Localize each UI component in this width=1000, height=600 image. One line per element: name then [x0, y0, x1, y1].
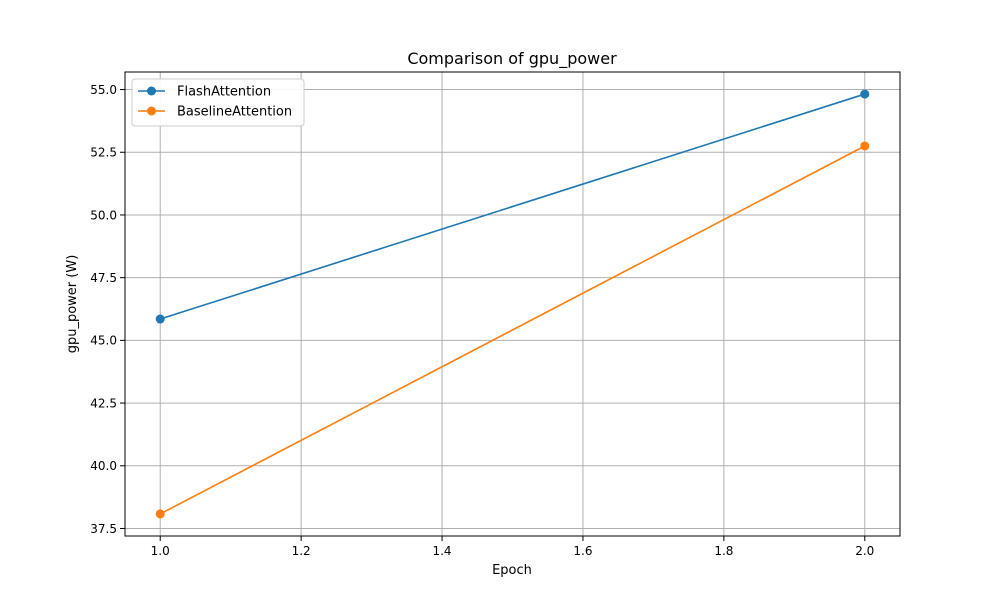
- x-tick-label: 1.0: [151, 544, 170, 558]
- y-tick-label: 47.5: [90, 271, 117, 285]
- data-point-baselineattention: [155, 509, 165, 519]
- x-tick-label: 1.4: [432, 544, 451, 558]
- y-tick-label: 37.5: [90, 522, 117, 536]
- x-tick-label: 1.8: [714, 544, 733, 558]
- data-point-flashattention: [860, 89, 870, 99]
- x-tick-label: 2.0: [855, 544, 874, 558]
- y-tick-label: 42.5: [90, 396, 117, 410]
- y-tick-label: 55.0: [90, 83, 117, 97]
- legend-marker-baselineattention: [147, 106, 156, 116]
- y-tick-label: 40.0: [90, 459, 117, 473]
- legend-box: [131, 78, 305, 127]
- ticks: 1.0 1.2 1.4 1.6 1.8 2.0 37.5 40.0 42.5 45.0 47.5 50…: [90, 83, 874, 558]
- x-axis-label: Epoch: [492, 563, 532, 578]
- data-point-flashattention: [155, 314, 165, 324]
- series-line-flashattention: [159, 93, 866, 320]
- chart-title: Comparison of gpu_power: [407, 49, 617, 69]
- legend-label-flashattention: FlashAttention: [177, 85, 271, 100]
- x-tick-label: 1.6: [573, 544, 592, 558]
- y-axis-label: gpu_power (W): [65, 255, 80, 354]
- legend: FlashAttention BaselineAttention: [131, 78, 305, 127]
- y-tick-label: 50.0: [90, 208, 117, 222]
- series-layer: [155, 89, 870, 519]
- legend-label-baselineattention: BaselineAttention: [177, 105, 292, 120]
- series-line-baselineattention: [159, 145, 866, 515]
- plot-frame: [124, 71, 901, 537]
- y-tick-label: 45.0: [90, 334, 117, 348]
- legend-marker-flashattention: [147, 86, 156, 96]
- data-point-baselineattention: [860, 141, 870, 151]
- y-tick-label: 52.5: [90, 146, 117, 160]
- x-tick-label: 1.2: [292, 544, 311, 558]
- grid: [125, 72, 900, 536]
